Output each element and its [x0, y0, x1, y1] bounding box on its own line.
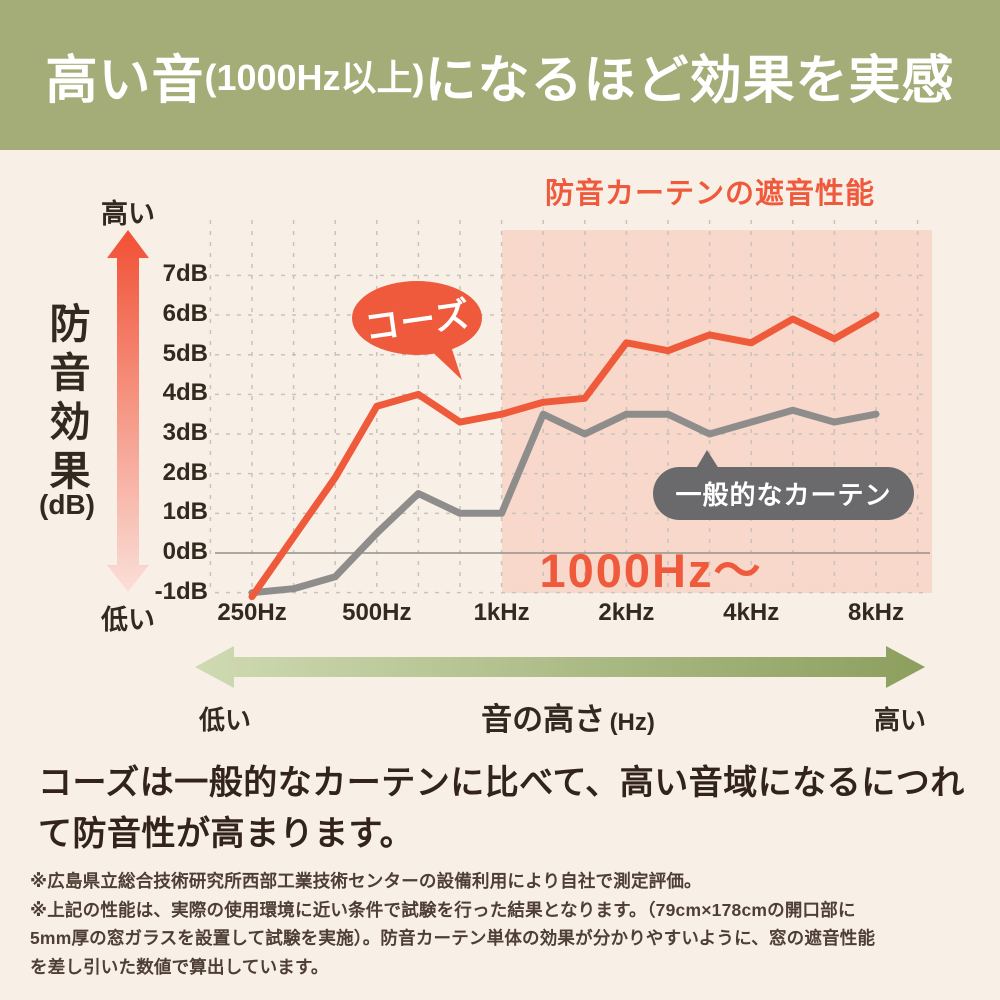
footnotes: ※広島県立総合技術研究所西部工業技術センターの設備利用により自社で測定評価。 ※…	[30, 867, 980, 981]
y-axis-unit: (dB)	[39, 489, 95, 520]
x-axis-title: 音の高さ (Hz)	[393, 694, 743, 739]
footnote-line-3: 5mm厚の窓ガラスを設置して試験を実施）。防音カーテン単体の効果が分かりやすいよ…	[30, 928, 876, 948]
y-tick-label: 6dB	[162, 300, 208, 328]
generic-bubble-tail	[694, 450, 721, 472]
cose-speech-bubble: コーズ	[352, 281, 482, 355]
description-text: コーズは一般的なカーテンに比べて、高い音域になるにつれ て防音性が高まります。	[38, 758, 978, 860]
x-tick-label: 8kHz	[847, 599, 905, 626]
x-axis-title-text: 音の高さ	[481, 702, 606, 737]
x-axis-arrow-icon	[195, 646, 925, 688]
y-axis-low-label: 低い	[101, 605, 155, 635]
highlight-region	[502, 230, 932, 593]
chart-title: 防音カーテンの遮音性能	[544, 178, 875, 210]
x-tick-label: 500Hz	[342, 599, 412, 626]
y-axis-title: 防音効果	[43, 302, 89, 498]
header-title-rest: になるほど効果を実感	[424, 51, 955, 110]
y-tick-label: 0dB	[162, 538, 208, 565]
header-title-paren: (1000Hz以上)	[204, 57, 425, 98]
y-tick-label: 4dB	[162, 379, 208, 407]
x-axis-low-label: 低い	[198, 705, 251, 735]
y-tick-label: 3dB	[162, 419, 208, 447]
footnote-line-1: ※広島県立総合技術研究所西部工業技術センターの設備利用により自社で測定評価。	[30, 871, 702, 891]
y-tick-label: 1dB	[162, 498, 208, 526]
x-axis-unit: (Hz)	[609, 709, 655, 736]
y-tick-label: 5dB	[162, 339, 208, 367]
y-axis-arrow-icon	[107, 230, 149, 592]
header-title-main: 高い音	[45, 51, 205, 110]
x-tick-label: 4kHz	[723, 599, 780, 626]
footnote-line-2: ※上記の性能は、実際の使用環境に近い条件で試験を行った結果となります。（79cm…	[30, 899, 856, 920]
generic-curtain-speech-bubble: 一般的なカーテン	[653, 467, 914, 520]
description-line-2: て防音性が高まります。	[38, 815, 415, 853]
generic-curtain-line	[248, 406, 880, 597]
x-tick-label: 2kHz	[598, 599, 655, 626]
y-tick-label: 2dB	[162, 458, 208, 486]
y-axis-high-label: 高い	[101, 199, 155, 229]
x-axis-high-label: 高い	[873, 705, 926, 735]
header-banner: 高い音 (1000Hz以上) になるほど効果を実感	[0, 0, 1000, 150]
x-tick-label: 250Hz	[217, 599, 287, 626]
y-tick-label: -1dB	[154, 577, 208, 605]
y-tick-label: 7dB	[162, 260, 208, 288]
description-line-1: コーズは一般的なカーテンに比べて、高い音域になるにつれ	[38, 764, 965, 802]
footnote-line-4: を差し引いた数値で算出しています。	[30, 956, 329, 977]
cose-bubble-label: コーズ	[362, 294, 473, 348]
cose-line	[248, 311, 880, 601]
highlight-region-label: 1000Hz〜	[539, 544, 763, 597]
x-tick-label: 1kHz	[473, 599, 530, 626]
